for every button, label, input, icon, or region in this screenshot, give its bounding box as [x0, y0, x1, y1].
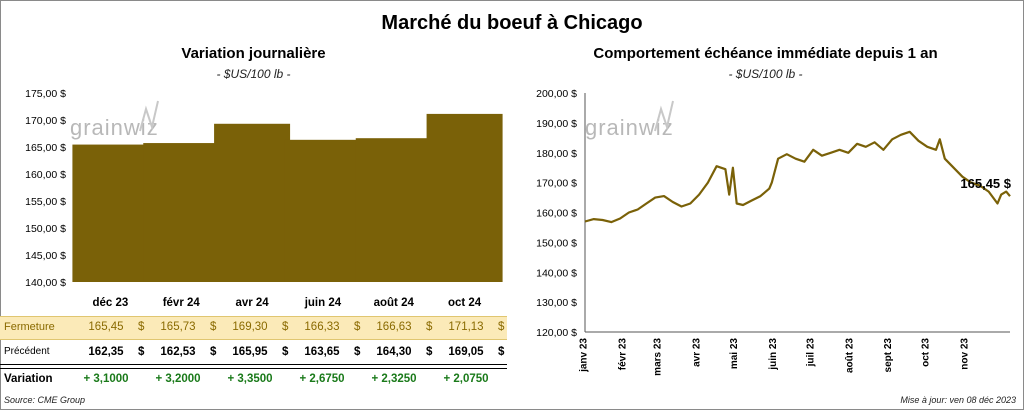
price-table: Fermeture 165,45 $165,73 $169,30 $166,33 $166…: [0, 316, 507, 392]
y-tick-label: 180,00 $: [536, 148, 577, 160]
table-cell: + 3,3500: [227, 373, 273, 385]
table-cell: 162,53: [160, 346, 196, 358]
bar-chart: 140,00 $ 145,00 $ 150,00 $ 155,00 $ 160,00 $…: [25, 88, 503, 309]
left-chart-title: Variation journalière: [181, 45, 326, 62]
watermark-mark: [654, 100, 674, 132]
table-cell: 165,95: [232, 346, 268, 358]
y-tick-label: 120,00 $: [536, 327, 577, 339]
watermark-mark: [139, 100, 159, 132]
table-cell: 163,65: [304, 346, 340, 358]
x-tick-label: févr 23: [617, 338, 628, 371]
x-tick-label: avr 23: [691, 338, 702, 367]
x-tick-label: févr 24: [163, 297, 201, 309]
y-tick-label: 155,00 $: [25, 196, 66, 208]
x-tick-label: août 23: [844, 338, 855, 373]
table-cell: 166,63: [376, 321, 412, 333]
watermark-logo-left: grainwiz: [70, 100, 159, 140]
y-tick-label: 130,00 $: [536, 297, 577, 309]
right-chart-title: Comportement échéance immédiate depuis 1…: [593, 45, 938, 62]
y-tick-label: 145,00 $: [25, 250, 66, 262]
series-line: [584, 130, 1011, 224]
y-tick-label: 200,00 $: [536, 88, 577, 100]
table-row: Précédent 162,35 $162,53 $165,95 $163,65 $164…: [0, 342, 507, 365]
x-tick-label: oct 23: [921, 338, 932, 367]
x-tick-label: mars 23: [652, 338, 663, 376]
unit-label: $: [210, 346, 217, 358]
x-tick-label: août 24: [374, 297, 415, 309]
watermark-text: grainwiz: [585, 115, 674, 140]
unit-label: $: [426, 346, 433, 358]
y-tick-label: 175,00 $: [25, 88, 66, 100]
y-tick-label: 160,00 $: [25, 169, 66, 181]
y-tick-label: 165,00 $: [25, 142, 66, 154]
bar: [143, 143, 220, 282]
page-title: Marché du boeuf à Chicago: [381, 12, 643, 34]
x-tick-label: juil 23: [805, 338, 816, 368]
watermark-text: grainwiz: [70, 115, 159, 140]
watermark-logo-right: grainwiz: [585, 100, 674, 140]
table-cell: 162,35: [88, 346, 124, 358]
bar: [284, 139, 361, 282]
x-tick-label: déc 23: [93, 297, 129, 309]
y-tick-label: 170,00 $: [536, 178, 577, 190]
right-chart-subtitle: - $US/100 lb -: [728, 67, 803, 81]
unit-label: $: [282, 346, 289, 358]
y-tick-label: 140,00 $: [25, 277, 66, 289]
x-tick-label: juin 24: [304, 297, 342, 309]
x-tick-label: nov 23: [960, 338, 971, 370]
bar: [72, 144, 149, 282]
table-cell: + 2,6750: [299, 373, 345, 385]
unit-label: $: [498, 321, 505, 333]
table-cell: + 2,0750: [443, 373, 489, 385]
y-tick-label: 140,00 $: [536, 267, 577, 279]
y-tick-label: 170,00 $: [25, 115, 66, 127]
row-label: Fermeture: [4, 321, 55, 333]
table-cell: 171,13: [448, 321, 484, 333]
table-row: Fermeture 165,45 $165,73 $169,30 $166,33 $166…: [0, 316, 507, 340]
footer-update: Mise à jour: ven 08 déc 2023: [900, 395, 1016, 405]
unit-label: $: [138, 346, 145, 358]
row-label: Précédent: [4, 346, 50, 357]
table-row: Variation + 3,1000 + 3,2000 + 3,3500 + 2,675…: [0, 368, 507, 391]
line-chart: 120,00 $ 130,00 $ 140,00 $ 150,00 $ 160,00 $…: [536, 88, 1012, 376]
table-cell: 169,30: [232, 321, 268, 333]
left-chart-subtitle: - $US/100 lb -: [216, 67, 291, 81]
y-tick-label: 160,00 $: [536, 208, 577, 220]
x-tick-label: janv 23: [578, 338, 589, 373]
unit-label: $: [354, 346, 361, 358]
table-cell: 165,73: [160, 321, 196, 333]
unit-label: $: [498, 346, 505, 358]
table-cell: + 3,2000: [155, 373, 201, 385]
last-value-label: 165,45 $: [960, 176, 1011, 191]
unit-label: $: [282, 321, 289, 333]
y-tick-label: 150,00 $: [25, 223, 66, 235]
unit-label: $: [354, 321, 361, 333]
bar: [214, 123, 291, 282]
unit-label: $: [138, 321, 145, 333]
table-cell: 169,05: [448, 346, 484, 358]
unit-label: $: [210, 321, 217, 333]
bar: [355, 138, 432, 282]
table-cell: 166,33: [304, 321, 340, 333]
x-tick-label: sept 23: [883, 338, 894, 373]
row-label: Variation: [4, 373, 53, 385]
table-cell: + 2,3250: [371, 373, 417, 385]
y-tick-label: 190,00 $: [536, 118, 577, 130]
bar: [426, 113, 503, 282]
x-tick-label: mai 23: [729, 338, 740, 370]
y-tick-label: 150,00 $: [536, 237, 577, 249]
table-cell: + 3,1000: [83, 373, 129, 385]
x-tick-label: juin 23: [768, 338, 779, 371]
unit-label: $: [426, 321, 433, 333]
table-cell: 165,45: [88, 321, 124, 333]
table-cell: 164,30: [376, 346, 412, 358]
x-tick-label: avr 24: [235, 297, 269, 309]
x-tick-label: oct 24: [448, 297, 482, 309]
footer-source: Source: CME Group: [4, 395, 86, 405]
